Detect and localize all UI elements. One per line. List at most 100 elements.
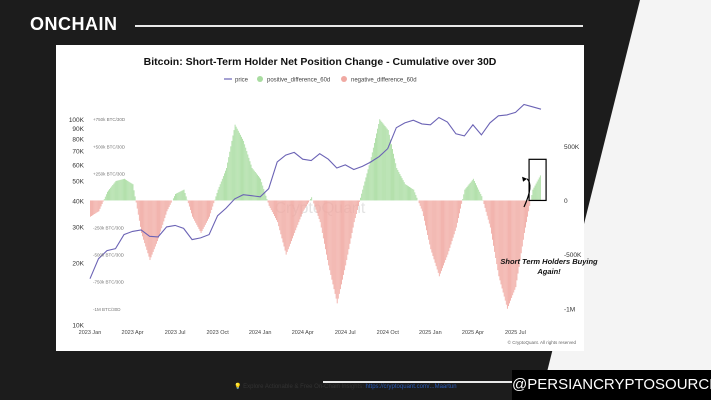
- positive-bar: [105, 194, 107, 201]
- negative-bar: [345, 200, 347, 266]
- negative-bar: [322, 200, 324, 239]
- negative-bar: [313, 200, 315, 204]
- annotation-arrowhead: [522, 176, 528, 182]
- negative-bar: [353, 200, 355, 223]
- negative-bar: [439, 200, 441, 274]
- negative-bar: [291, 200, 292, 242]
- y-right-tick-label: 500K: [564, 144, 580, 151]
- negative-bar: [488, 200, 490, 224]
- negative-bar: [501, 200, 503, 289]
- negative-bar: [332, 200, 334, 285]
- positive-bar: [176, 193, 178, 201]
- positive-bar: [385, 127, 387, 201]
- y-right-tick-label: 0: [564, 198, 568, 205]
- positive-bar: [180, 191, 182, 201]
- x-tick-label: 2023 Apr: [122, 330, 144, 336]
- negative-bar: [164, 200, 166, 219]
- negative-bar: [358, 200, 359, 206]
- price-line: [89, 103, 542, 279]
- positive-bar: [252, 169, 254, 201]
- negative-bar: [282, 200, 284, 243]
- x-tick-label: 2024 Jan: [249, 330, 272, 336]
- negative-bar: [489, 200, 491, 228]
- negative-bar: [147, 200, 149, 254]
- negative-bar: [342, 200, 343, 280]
- positive-bar: [371, 152, 373, 201]
- negative-bar: [519, 200, 521, 261]
- negative-bar: [333, 200, 335, 290]
- positive-bar: [471, 180, 473, 201]
- negative-bar: [148, 200, 150, 257]
- negative-bar: [435, 200, 437, 267]
- negative-bar: [484, 200, 486, 208]
- negative-bar: [499, 200, 501, 281]
- inner-level-label: -1M BTC/30D: [93, 307, 121, 312]
- negative-bar: [274, 200, 275, 217]
- negative-bar: [343, 200, 345, 275]
- negative-bar: [168, 200, 170, 207]
- negative-bar: [152, 200, 154, 252]
- positive-bar: [533, 187, 535, 201]
- negative-bar: [297, 200, 299, 225]
- negative-bar: [269, 200, 271, 208]
- positive-bar: [310, 198, 312, 201]
- negative-bar: [208, 200, 209, 219]
- negative-bar: [431, 200, 433, 253]
- negative-bar: [520, 200, 522, 254]
- negative-bar: [529, 200, 531, 206]
- legend-swatch-negative_difference_60d: [341, 76, 347, 82]
- positive-bar: [373, 142, 375, 201]
- negative-bar: [448, 200, 450, 252]
- positive-bar: [244, 144, 246, 201]
- positive-bar: [237, 130, 239, 201]
- positive-bar: [480, 193, 482, 201]
- negative-bar: [437, 200, 439, 273]
- positive-bar: [389, 139, 391, 201]
- positive-bar: [128, 181, 130, 201]
- negative-bar: [166, 200, 168, 212]
- positive-bar: [266, 199, 268, 201]
- positive-bar: [369, 161, 371, 201]
- negative-bar: [500, 200, 502, 285]
- negative-bar: [324, 200, 325, 244]
- negative-bar: [441, 200, 442, 271]
- negative-bar: [521, 200, 523, 247]
- positive-bar: [238, 132, 240, 201]
- negative-bar: [271, 200, 273, 212]
- negative-bar: [191, 200, 192, 214]
- positive-bar: [174, 196, 175, 201]
- positive-bar: [248, 157, 250, 201]
- positive-bar: [409, 186, 410, 201]
- positive-bar: [181, 190, 183, 201]
- negative-bar: [268, 200, 270, 206]
- footer-note: 💡 Explore Actionable & Free On-Chain Ins…: [234, 383, 457, 390]
- positive-bar: [462, 199, 464, 201]
- positive-bar: [478, 189, 480, 201]
- positive-bar: [118, 180, 120, 201]
- negative-bar: [451, 200, 453, 242]
- negative-bar: [328, 200, 330, 266]
- negative-bar: [292, 200, 293, 239]
- positive-bar: [382, 123, 384, 201]
- positive-bar: [415, 195, 417, 201]
- positive-bar: [463, 194, 465, 201]
- chart-card: Bitcoin: Short-Term Holder Net Position …: [56, 45, 598, 390]
- y-left-tick-label: 10K: [72, 323, 84, 330]
- positive-bar: [262, 185, 264, 201]
- negative-bar: [316, 200, 318, 213]
- negative-bar: [356, 200, 358, 210]
- negative-bar: [188, 200, 190, 207]
- negative-bar: [419, 200, 421, 206]
- negative-bar: [450, 200, 452, 245]
- positive-bar: [380, 120, 382, 201]
- positive-bar: [259, 177, 260, 201]
- negative-bar: [151, 200, 153, 255]
- footer-link[interactable]: https://cryptoquant.com/...Maartun: [365, 384, 457, 390]
- negative-bar: [95, 200, 97, 214]
- negative-bar: [487, 200, 489, 220]
- negative-bar: [94, 200, 96, 214]
- negative-bar: [209, 200, 210, 217]
- negative-bar: [278, 200, 280, 227]
- positive-bar: [400, 176, 402, 201]
- positive-bar: [110, 187, 112, 201]
